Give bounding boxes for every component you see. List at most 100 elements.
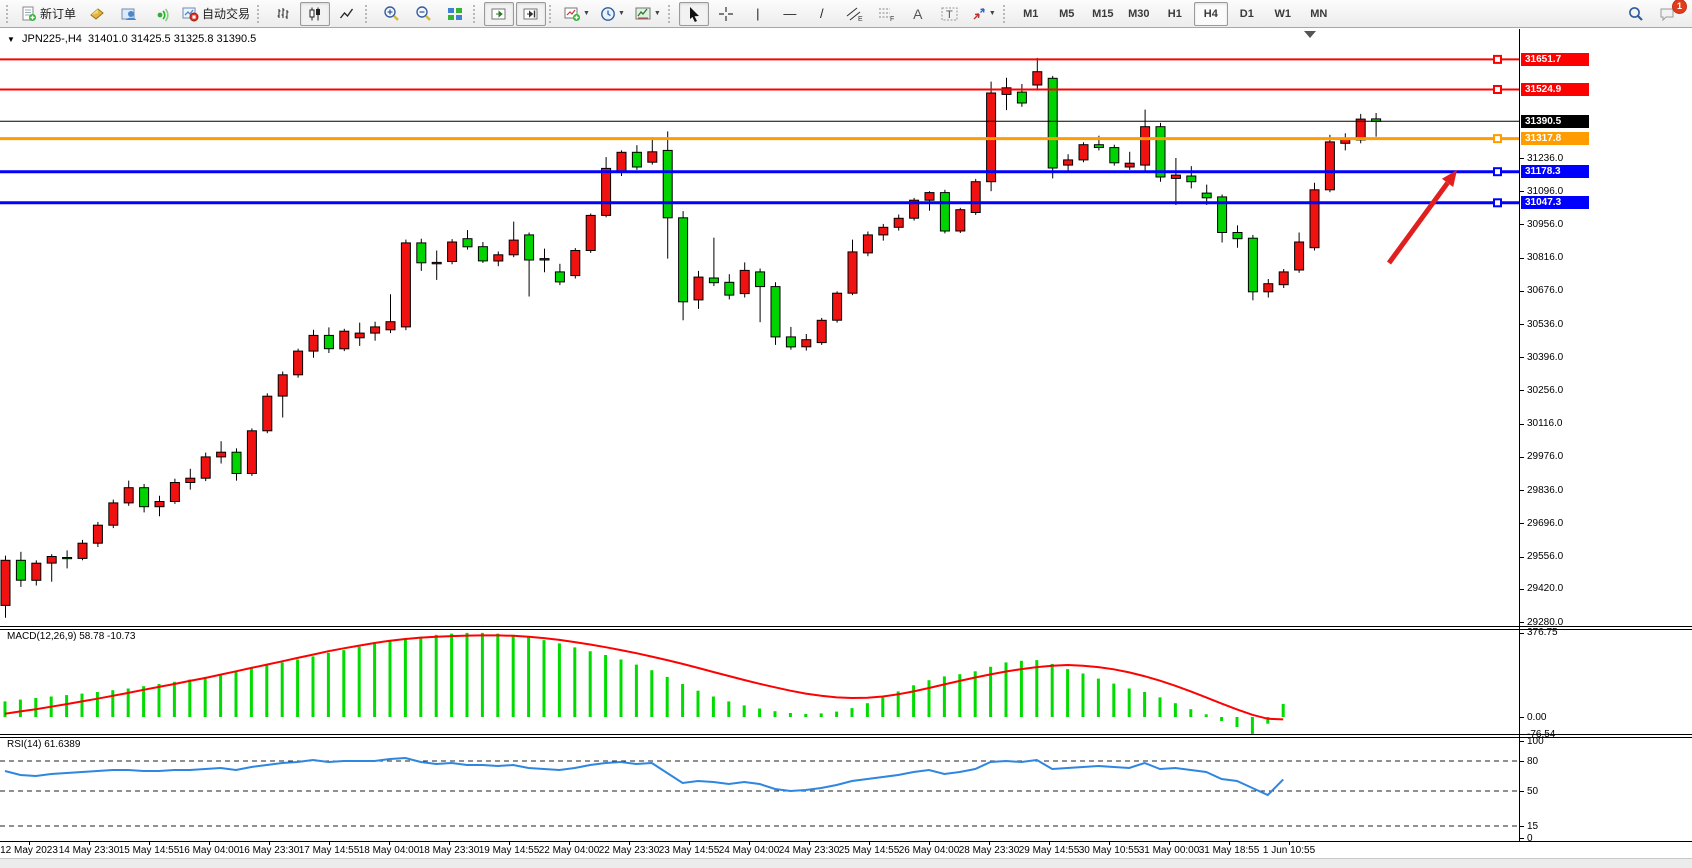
alerts-button[interactable]	[146, 2, 176, 26]
rsi-tick-label: 100	[1527, 736, 1544, 747]
search-button[interactable]	[1620, 2, 1650, 26]
time-tick-label: 24 May 23:30	[778, 845, 840, 856]
line-chart-type-button[interactable]	[332, 2, 362, 26]
time-tick-mark	[989, 841, 990, 845]
price-tick-mark	[1519, 324, 1524, 325]
text-label-tool-button[interactable]: T	[935, 2, 965, 26]
toolbar-grip[interactable]	[473, 4, 479, 23]
time-tick-mark	[689, 841, 690, 845]
arrows-tool-icon	[971, 6, 987, 22]
timeframe-button-m15[interactable]: M15	[1092, 7, 1114, 20]
timeframe-button-m30[interactable]: M30	[1128, 7, 1150, 20]
price-tick-label: 31096.0	[1527, 186, 1564, 197]
timeframe-button-mn[interactable]: MN	[1310, 7, 1328, 20]
cursor-icon	[687, 6, 701, 22]
pane-separator[interactable]	[0, 734, 1692, 735]
search-icon	[1627, 5, 1644, 22]
trendline-tool-button[interactable]: /	[807, 2, 837, 26]
price-tick-label: 29420.0	[1527, 583, 1564, 594]
chart-quote-line: ▼ JPN225-,H4 31401.0 31425.5 31325.8 313…	[7, 33, 256, 45]
price-tick-label: 31236.0	[1527, 153, 1564, 164]
tile-windows-button[interactable]	[440, 2, 470, 26]
price-tick-mark	[1519, 424, 1524, 425]
time-tick-label: 19 May 14:55	[478, 845, 540, 856]
main-price-pane[interactable]	[0, 29, 1519, 626]
zoom-in-button[interactable]	[376, 2, 406, 26]
cursor-tool-button[interactable]	[678, 1, 709, 26]
collapse-caret-icon[interactable]: ▼	[7, 35, 15, 44]
toolbar-grip[interactable]	[6, 4, 12, 23]
timeframe-button-h4[interactable]: H4	[1193, 1, 1228, 26]
time-tick-mark	[509, 841, 510, 845]
quote-low: 31325.8	[173, 33, 214, 45]
time-tick-label: 28 May 23:30	[958, 845, 1020, 856]
indicators-button[interactable]: ▼	[560, 2, 594, 26]
rsi-chart	[0, 756, 1519, 827]
rsi-pane[interactable]	[0, 736, 1519, 841]
toolbar-grip[interactable]	[667, 4, 674, 23]
crosshair-tool-button[interactable]	[711, 2, 741, 26]
rsi-label: RSI(14) 61.6389	[7, 739, 81, 750]
timeframe-button-m1[interactable]: M1	[1023, 7, 1039, 20]
price-axis-border	[1519, 29, 1520, 842]
vertical-line-tool-button[interactable]: |	[743, 2, 773, 26]
pane-separator[interactable]	[0, 626, 1692, 627]
auto-trading-button[interactable]: 自动交易	[178, 2, 254, 26]
time-tick-mark	[929, 841, 930, 845]
timeframe-button-w1[interactable]: W1	[1274, 7, 1292, 20]
time-tick-label: 1 Jun 10:55	[1262, 845, 1316, 856]
candlestick-chart-type-button[interactable]	[300, 1, 331, 26]
fibonacci-tool-button[interactable]: F	[871, 2, 901, 26]
timeframe-button-m5[interactable]: M5	[1059, 7, 1075, 20]
price-tick-mark	[1519, 158, 1524, 159]
navigator-button[interactable]	[114, 2, 144, 26]
text-tool-icon: A	[913, 5, 923, 22]
time-tick-mark	[809, 841, 810, 845]
bar-chart-type-button[interactable]	[268, 2, 298, 26]
price-tick-mark	[1519, 589, 1524, 590]
toolbar-grip[interactable]	[365, 4, 371, 23]
templates-button[interactable]: ▼	[631, 2, 665, 26]
time-tick-mark	[569, 841, 570, 845]
time-tick-mark	[209, 841, 210, 845]
text-tool-button[interactable]: A	[903, 2, 933, 26]
indicators-icon	[564, 6, 581, 22]
toolbar-grip[interactable]	[257, 4, 263, 23]
zoom-out-button[interactable]	[408, 2, 438, 26]
market-watch-button[interactable]	[82, 2, 112, 26]
signal-icon	[153, 6, 169, 22]
auto-scroll-button[interactable]	[484, 1, 515, 26]
time-tick-label: 29 May 14:55	[1018, 845, 1080, 856]
horizontal-line-icon: —	[783, 6, 797, 21]
timeframe-button-d1[interactable]: D1	[1239, 7, 1254, 20]
chart-window[interactable]	[0, 28, 1692, 858]
timeframe-button-h1[interactable]: H1	[1167, 7, 1182, 20]
price-tick-mark	[1519, 291, 1524, 292]
price-tick-label: 29836.0	[1527, 485, 1564, 496]
arrows-tool-button[interactable]: ▼	[967, 2, 1000, 26]
time-tick-label: 24 May 04:00	[718, 845, 780, 856]
text-label-icon: T	[941, 6, 959, 22]
auto-trading-label: 自动交易	[202, 7, 251, 21]
notifications-button[interactable]: 1	[1652, 0, 1687, 26]
time-tick-mark	[149, 841, 150, 845]
horizontal-line-tool-button[interactable]: —	[775, 2, 805, 26]
channel-tool-button[interactable]: E	[839, 2, 869, 26]
new-order-button[interactable]: 新订单	[17, 2, 80, 26]
macd-pane[interactable]	[0, 628, 1519, 734]
rsi-tick-label: 80	[1527, 756, 1539, 767]
periods-button[interactable]: ▼	[596, 2, 629, 26]
toolbar-grip[interactable]	[1002, 4, 1009, 23]
price-line-tag: 31047.3	[1521, 196, 1589, 209]
tile-windows-icon	[447, 6, 463, 22]
chevron-down-icon: ▼	[653, 10, 661, 17]
time-tick-label: 16 May 23:30	[238, 845, 300, 856]
price-tick-mark	[1519, 357, 1524, 358]
rsi-tick-mark	[1519, 761, 1524, 762]
time-tick-label: 18 May 04:00	[358, 845, 420, 856]
toolbar-grip[interactable]	[549, 4, 555, 23]
svg-text:F: F	[890, 16, 894, 22]
chart-shift-button[interactable]	[516, 1, 547, 26]
new-order-icon	[21, 6, 37, 22]
time-tick-label: 25 May 14:55	[838, 845, 900, 856]
